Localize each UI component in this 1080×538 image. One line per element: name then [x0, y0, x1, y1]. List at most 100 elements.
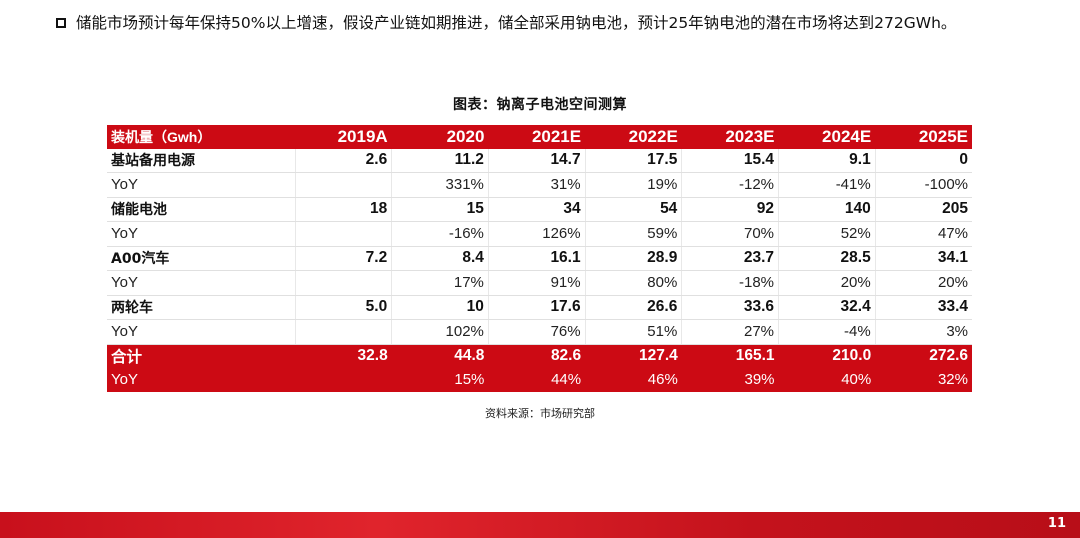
table-cell	[294, 319, 392, 345]
table-cell: 32.4	[778, 295, 876, 320]
table-cell: 46%	[585, 368, 682, 392]
table-cell: 47%	[874, 221, 972, 247]
bullet-point: 储能市场预计每年保持50%以上增速，假设产业链如期推进，储全部采用钠电池，预计2…	[56, 12, 956, 34]
footer-bar	[0, 512, 1080, 538]
table-cell: 15	[391, 197, 489, 222]
table-cell: 5.0	[294, 295, 392, 320]
table-cell: 44%	[488, 368, 586, 392]
table-cell: 92	[681, 197, 779, 222]
table-caption: 图表：钠离子电池空间测算	[453, 97, 627, 113]
table-cell: 27%	[681, 319, 779, 345]
table-row: 两轮车 5.0 10 17.6 26.6 33.6 32.4 33.4	[107, 295, 972, 320]
table-cell: 8.4	[391, 246, 489, 271]
table-cell: 40%	[778, 368, 876, 392]
table-cell: 11.2	[391, 148, 489, 173]
table-cell: 52%	[778, 221, 876, 247]
table-cell: 23.7	[681, 246, 779, 271]
table-cell: 28.5	[778, 246, 876, 271]
table-cell: 126%	[487, 221, 586, 247]
table-cell: -18%	[681, 270, 779, 296]
table-cell: 0	[874, 148, 972, 173]
year-header: 2023E	[681, 125, 779, 149]
table-cell: -12%	[681, 172, 779, 198]
row-label: YoY	[107, 368, 295, 392]
header-label: 装机量（Gwh）	[107, 125, 295, 149]
table-header-row: 装机量（Gwh） 2019A 2020 2021E 2022E 2023E 20…	[107, 125, 972, 149]
table-cell: -100%	[874, 172, 972, 198]
table-cell: 32.8	[295, 344, 392, 368]
table-cell: 59%	[584, 221, 682, 247]
table-row: 储能电池 18 15 34 54 92 140 205	[107, 197, 972, 222]
row-label: YoY	[107, 172, 295, 198]
table-cell: 80%	[584, 270, 682, 296]
table-cell: 76%	[487, 319, 586, 345]
table-cell: 39%	[681, 368, 779, 392]
row-label: 储能电池	[107, 197, 295, 222]
row-label: YoY	[107, 319, 295, 345]
table-cell: 10	[391, 295, 489, 320]
table-row: 基站备用电源 2.6 11.2 14.7 17.5 15.4 9.1 0	[107, 148, 972, 173]
table-cell: 16.1	[487, 246, 586, 271]
row-label: YoY	[107, 270, 295, 296]
table-cell: 34.1	[874, 246, 972, 271]
table-cell: 51%	[584, 319, 682, 345]
table-cell: 91%	[487, 270, 586, 296]
table-cell: 33.4	[874, 295, 972, 320]
table-cell: 14.7	[487, 148, 586, 173]
table-cell: 70%	[681, 221, 779, 247]
row-label: 合计	[107, 344, 295, 368]
table-cell: 165.1	[681, 344, 779, 368]
table-cell	[294, 172, 392, 198]
table-cell: 140	[778, 197, 876, 222]
table-cell	[294, 221, 392, 247]
table-row: YoY 17% 91% 80% -18% 20% 20%	[107, 270, 972, 296]
table-cell: 19%	[584, 172, 682, 198]
table-cell: 17.6	[487, 295, 586, 320]
table-cell: 20%	[874, 270, 972, 296]
table-cell: 205	[874, 197, 972, 222]
table-cell: 18	[294, 197, 392, 222]
row-label: YoY	[107, 221, 295, 247]
year-header: 2019A	[295, 125, 392, 149]
sodium-battery-market-table: 装机量（Gwh） 2019A 2020 2021E 2022E 2023E 20…	[107, 125, 972, 392]
table-cell: 15%	[391, 368, 489, 392]
table-cell: 17.5	[584, 148, 682, 173]
table-cell	[295, 368, 392, 392]
table-cell: 331%	[391, 172, 489, 198]
table-cell: 31%	[487, 172, 586, 198]
table-cell: 28.9	[584, 246, 682, 271]
year-header: 2020	[391, 125, 489, 149]
row-label: 两轮车	[107, 295, 295, 320]
row-label: A00汽车	[107, 246, 295, 271]
year-header: 2025E	[875, 125, 972, 149]
year-header: 2021E	[488, 125, 586, 149]
table-cell: 15.4	[681, 148, 779, 173]
table-cell: 44.8	[391, 344, 489, 368]
table-cell: 34	[487, 197, 586, 222]
table-cell: 9.1	[778, 148, 876, 173]
table-cell: 26.6	[584, 295, 682, 320]
table-row: A00汽车 7.2 8.4 16.1 28.9 23.7 28.5 34.1	[107, 246, 972, 271]
table-cell: 32%	[875, 368, 972, 392]
table-cell: 102%	[391, 319, 489, 345]
table-cell: 272.6	[875, 344, 972, 368]
table-cell: 3%	[874, 319, 972, 345]
page-number: 11	[1047, 516, 1066, 531]
table-cell: 210.0	[778, 344, 876, 368]
table-row: YoY 102% 76% 51% 27% -4% 3%	[107, 319, 972, 345]
table-cell: -41%	[778, 172, 876, 198]
row-label: 基站备用电源	[107, 148, 295, 173]
source-note: 资料来源：市场研究部	[485, 407, 595, 420]
table-row: YoY -16% 126% 59% 70% 52% 47%	[107, 221, 972, 247]
total-yoy-row: YoY 15% 44% 46% 39% 40% 32%	[107, 368, 972, 392]
table-cell: -4%	[778, 319, 876, 345]
bullet-text: 储能市场预计每年保持50%以上增速，假设产业链如期推进，储全部采用钠电池，预计2…	[76, 14, 957, 32]
square-bullet-icon	[56, 18, 66, 28]
table-cell: 54	[584, 197, 682, 222]
table-cell	[294, 270, 392, 296]
year-header: 2024E	[778, 125, 876, 149]
year-header: 2022E	[585, 125, 682, 149]
table-cell: 82.6	[488, 344, 586, 368]
total-row: 合计 32.8 44.8 82.6 127.4 165.1 210.0 272.…	[107, 344, 972, 368]
table-cell: 17%	[391, 270, 489, 296]
